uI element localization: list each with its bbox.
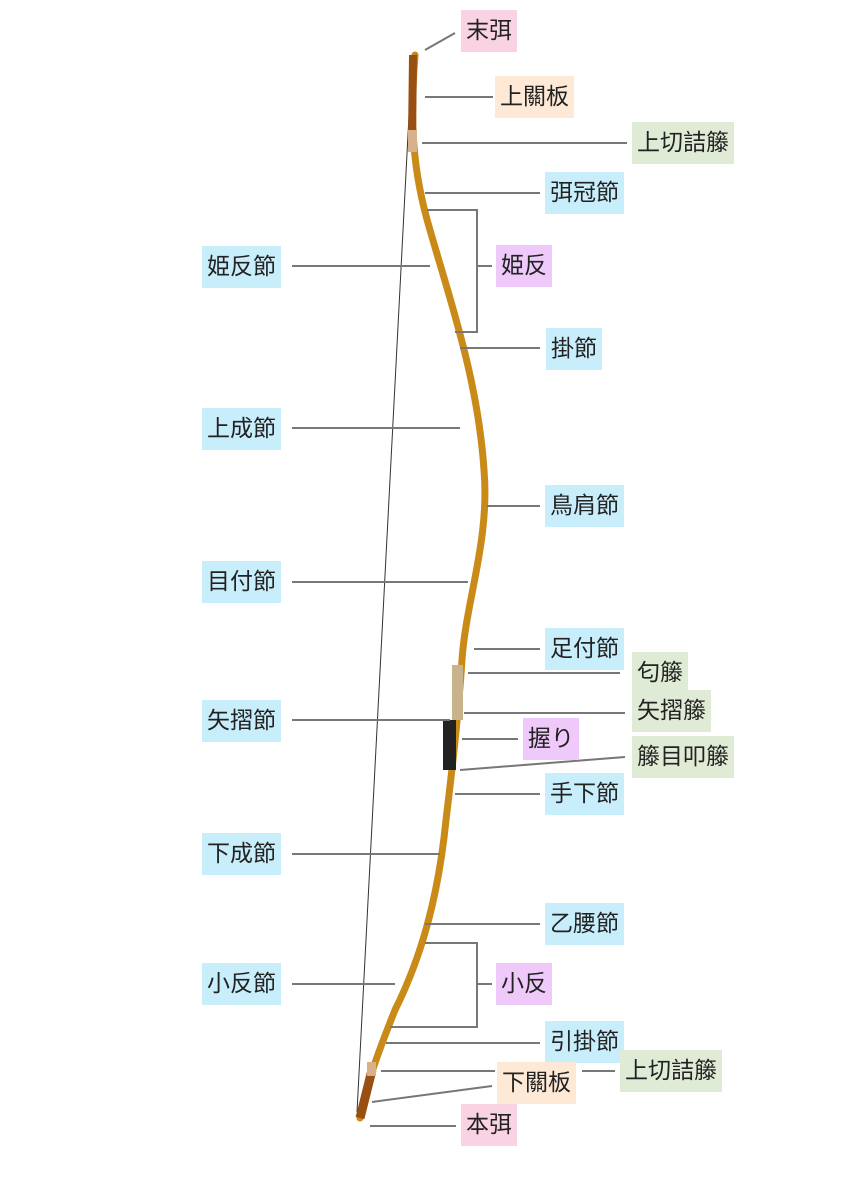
label-kaminari-bushi: 上成節 (202, 408, 281, 450)
label-shimonari-bushi: 下成節 (202, 833, 281, 875)
upper-rattan-wrap (408, 130, 417, 152)
label-hazukanmuri-bushi: 弭冠節 (545, 172, 624, 214)
label-ashitsuke-bushi: 足付節 (545, 628, 624, 670)
label-kosori-bushi: 小反節 (202, 963, 281, 1005)
label-tomeataki-to: 籐目叩籐 (632, 736, 734, 778)
label-upper-sekiita: 上關板 (495, 76, 574, 118)
label-lower-sekiita: 下關板 (497, 1062, 576, 1104)
label-kosori: 小反 (496, 963, 552, 1005)
label-yazuri-bushi: 矢摺節 (202, 700, 281, 742)
label-teshita-bushi: 手下節 (545, 773, 624, 815)
label-lower-kiritsume: 上切詰籐 (620, 1050, 722, 1092)
label-nigiri: 握り (523, 718, 579, 760)
bow-string (356, 57, 413, 1113)
leader-lines (292, 32, 627, 1127)
label-upper-kiritsume: 上切詰籐 (632, 122, 734, 164)
label-metsuke-bushi: 目付節 (202, 561, 281, 603)
bow-body (356, 51, 489, 1122)
label-yazuri-to: 矢摺籐 (632, 690, 711, 732)
label-nioi-to: 匂籐 (632, 652, 688, 694)
label-otokoshi-bushi: 乙腰節 (545, 903, 624, 945)
label-himesori-bushi: 姫反節 (202, 246, 281, 288)
label-hikikake-bushi: 引掛節 (545, 1021, 624, 1063)
lower-rattan-wrap (367, 1062, 376, 1076)
label-motohazu: 本弭 (461, 1104, 517, 1146)
arrow-rattan-wrap (452, 665, 463, 720)
label-kake-bushi: 掛節 (546, 328, 602, 370)
label-torikata-bushi: 鳥肩節 (545, 485, 624, 527)
label-urahazu: 末弭 (461, 10, 517, 52)
bow-lower-tip (355, 1068, 377, 1120)
label-himesori: 姫反 (496, 245, 552, 287)
grip-wrap (443, 720, 456, 770)
bow-upper-tip (408, 54, 417, 141)
